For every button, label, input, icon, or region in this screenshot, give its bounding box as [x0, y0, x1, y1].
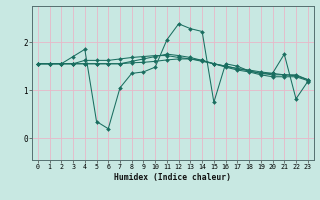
X-axis label: Humidex (Indice chaleur): Humidex (Indice chaleur): [114, 173, 231, 182]
